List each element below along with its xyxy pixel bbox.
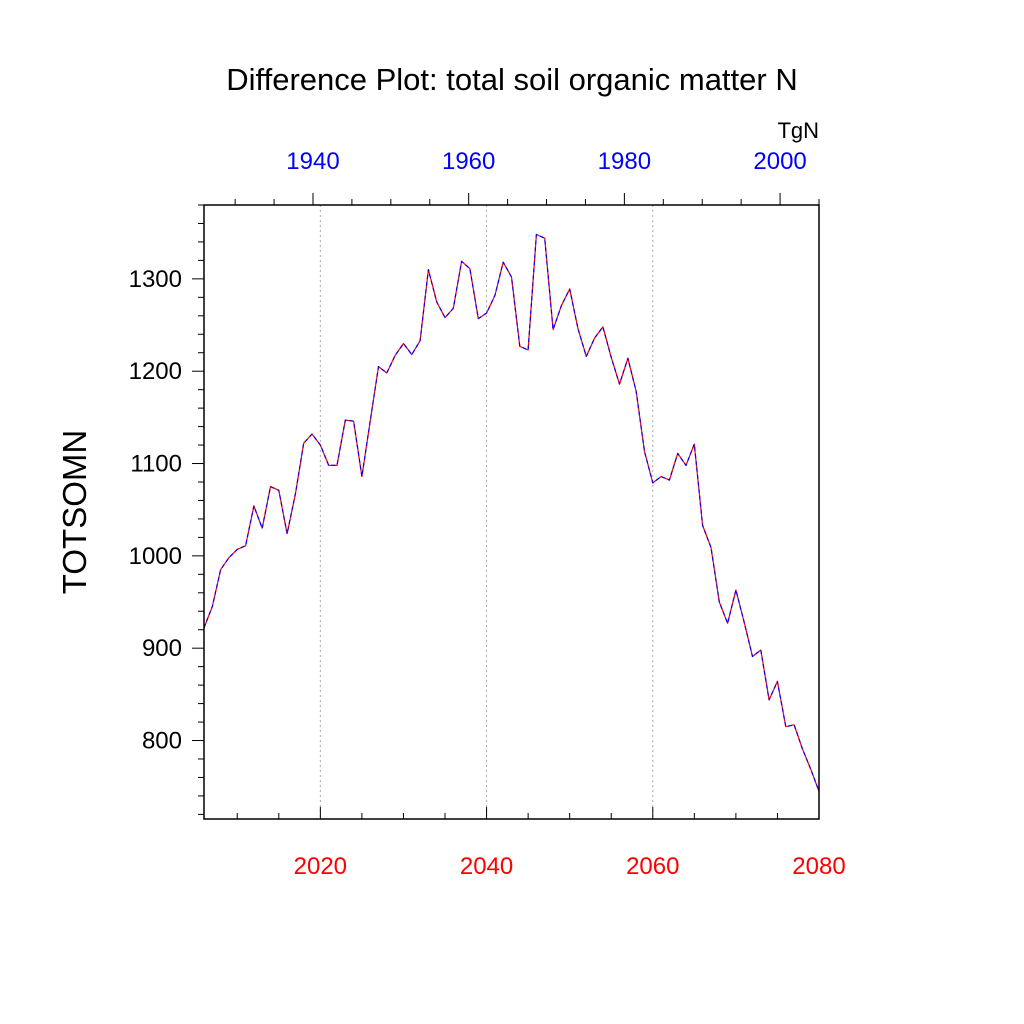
x-tick-label: 2020 — [294, 853, 347, 880]
series-line-solid — [203, 233, 820, 792]
y-axis-label: TOTSOMN — [56, 430, 93, 594]
y-tick-label: 1200 — [129, 358, 182, 385]
tick-labels: 2020 2040 2060 2080 1940 1960 1980 2000 800 900 10… — [129, 148, 846, 880]
y-tick-label: 900 — [142, 635, 182, 662]
plot-frame — [203, 204, 820, 820]
x-tick-label: 2080 — [792, 853, 845, 880]
x-tick-label: 2040 — [460, 853, 513, 880]
x-tick-label: 2060 — [626, 853, 679, 880]
y-tick-label: 1300 — [129, 266, 182, 293]
series-lines — [203, 233, 820, 792]
axis-ticks — [192, 193, 820, 819]
y-tick-label: 1000 — [129, 543, 182, 570]
chart-title: Difference Plot: total soil organic matt… — [226, 62, 797, 97]
grid-lines — [319, 205, 654, 819]
top-tick-label: 1940 — [286, 148, 339, 175]
y-tick-label: 800 — [142, 728, 182, 755]
top-tick-label: 1960 — [442, 148, 495, 175]
top-tick-label: 2000 — [753, 148, 806, 175]
y-tick-label: 1100 — [130, 451, 182, 478]
series-line-dashed — [203, 233, 820, 792]
units-label: TgN — [777, 118, 819, 143]
top-tick-label: 1980 — [598, 148, 651, 175]
